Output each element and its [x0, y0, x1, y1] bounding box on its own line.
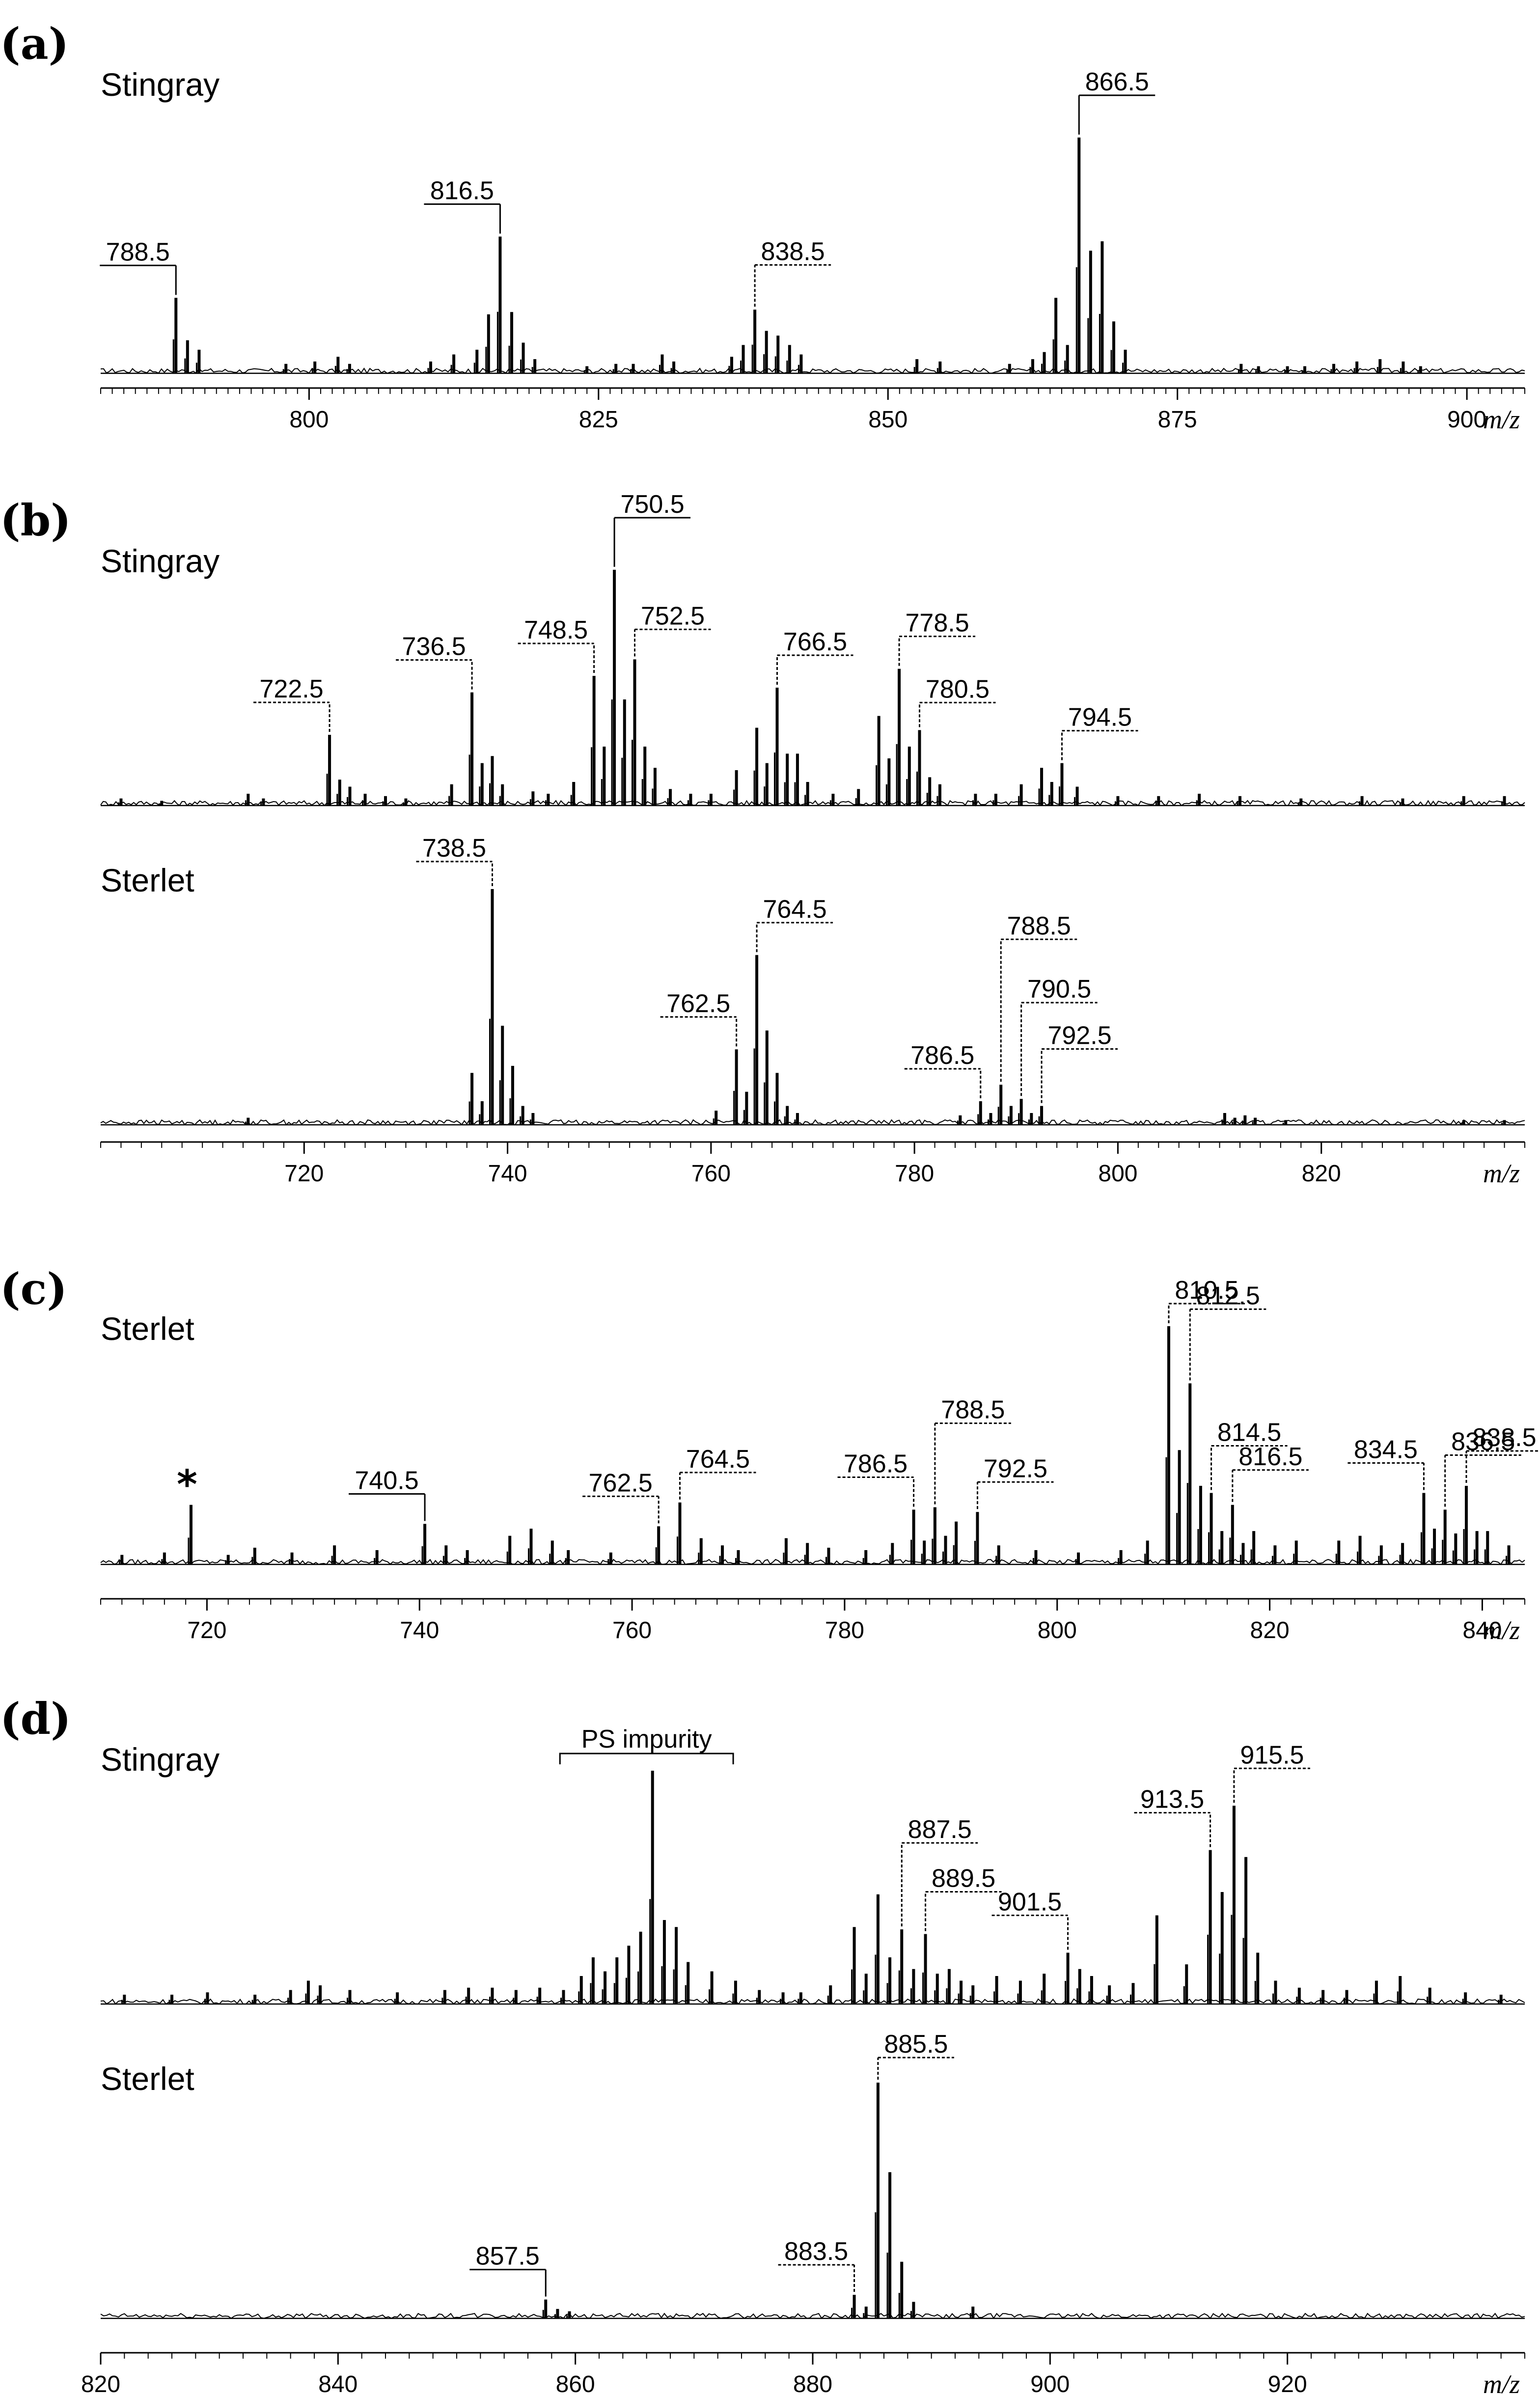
impurity-bracket — [559, 1753, 734, 1764]
x-axis-title: m/z — [1483, 1615, 1520, 1645]
tick-label: 740 — [488, 1161, 527, 1187]
peak-label: 838.5 — [1472, 1423, 1536, 1452]
tick-label: 800 — [1098, 1161, 1137, 1187]
peak-label: 834.5 — [1354, 1436, 1418, 1464]
tick-label: 860 — [556, 2371, 595, 2395]
panel-a-letter: (a) — [0, 18, 69, 69]
peak-label: 722.5 — [260, 675, 324, 703]
panel-d-stingray-label: Stingray — [101, 1741, 220, 1778]
peak-label: 750.5 — [621, 490, 685, 519]
tick-label: 760 — [612, 1617, 652, 1643]
x-axis-title: m/z — [1483, 1159, 1520, 1188]
tick-label: 720 — [187, 1617, 226, 1643]
peak-label: 764.5 — [686, 1445, 750, 1474]
panel-b-stingray-label: Stingray — [101, 543, 220, 579]
tick-label: 840 — [1462, 1617, 1502, 1643]
tick-label: 780 — [895, 1161, 934, 1187]
tick-label: 875 — [1158, 407, 1197, 433]
tick-label: 900 — [1030, 2371, 1070, 2395]
tick-label: 825 — [579, 407, 618, 433]
panel-b: (b) Stingray Sterlet 720 740 760 780 800 820 m… — [0, 490, 1525, 1188]
peak-label: 814.5 — [1217, 1419, 1281, 1447]
peak-label: 762.5 — [589, 1469, 653, 1497]
peak-label: 762.5 — [666, 989, 730, 1018]
peak-label: 788.5 — [1007, 912, 1071, 940]
peak-label: 740.5 — [355, 1467, 419, 1495]
peak-label: 792.5 — [984, 1454, 1047, 1483]
x-axis-title: m/z — [1483, 2369, 1520, 2395]
peak-label: 752.5 — [641, 602, 705, 630]
tick-label: 880 — [793, 2371, 832, 2395]
peak-label: 790.5 — [1027, 975, 1091, 1003]
peak-label: 812.5 — [1196, 1281, 1260, 1310]
peak-label: 764.5 — [763, 895, 827, 923]
peak-label: 810.5 — [1175, 1276, 1238, 1305]
tick-label: 820 — [81, 2371, 120, 2395]
peak-label: 778.5 — [906, 609, 969, 638]
peak-label: 794.5 — [1068, 703, 1132, 732]
peak-label: 901.5 — [998, 1888, 1062, 1917]
tick-label: 740 — [400, 1617, 439, 1643]
tick-label: 780 — [825, 1617, 864, 1643]
panel-a-stingray-label: Stingray — [101, 66, 220, 103]
panel-d-sterlet-label: Sterlet — [101, 2061, 194, 2097]
peak-label: 816.5 — [1238, 1443, 1302, 1471]
tick-label: 840 — [318, 2371, 358, 2395]
tick-label: 800 — [1038, 1617, 1077, 1643]
panel-d: (d) Stingray Sterlet 820 840 860 880 900 920 m… — [0, 1693, 1525, 2395]
peak-label: 887.5 — [908, 1815, 972, 1844]
peak-label: 788.5 — [941, 1396, 1005, 1424]
peak-label: 786.5 — [844, 1449, 908, 1478]
peak-label: 738.5 — [422, 834, 486, 863]
tick-label: 820 — [1250, 1617, 1290, 1643]
tick-label: 760 — [691, 1161, 731, 1187]
panel-b-sterlet-label: Sterlet — [101, 862, 194, 898]
impurity-asterisk: * — [177, 1462, 197, 1507]
tick-label: 920 — [1268, 2371, 1307, 2395]
tick-label: 720 — [284, 1161, 324, 1187]
peak-label: 866.5 — [1085, 68, 1149, 96]
peak-label: 913.5 — [1140, 1785, 1204, 1814]
panel-b-letter: (b) — [0, 495, 71, 546]
peak-label: 792.5 — [1048, 1022, 1112, 1050]
peak-label: 786.5 — [910, 1041, 974, 1070]
panel-c-sterlet-label: Sterlet — [101, 1310, 194, 1347]
peak-label: 736.5 — [402, 633, 466, 661]
x-axis-title: m/z — [1483, 405, 1520, 434]
tick-label: 900 — [1447, 407, 1486, 433]
peak-label: 766.5 — [783, 628, 847, 656]
impurity-bracket-label: PS impurity — [581, 1725, 712, 1754]
tick-label: 850 — [868, 407, 908, 433]
baseline-trace — [100, 2312, 1525, 2319]
peak-label: 857.5 — [476, 2242, 540, 2271]
peak-label: 780.5 — [926, 675, 990, 703]
panel-d-letter: (d) — [0, 1693, 71, 1744]
panel-c-letter: (c) — [0, 1263, 67, 1314]
peak-label: 885.5 — [884, 2030, 948, 2059]
tick-label: 800 — [289, 407, 329, 433]
peak-label: 883.5 — [784, 2237, 848, 2266]
peak-label: 915.5 — [1240, 1741, 1304, 1769]
peak-label: 788.5 — [106, 238, 170, 266]
baseline-trace — [100, 1119, 1525, 1126]
peak-label: 889.5 — [932, 1865, 995, 1893]
peak-label: 748.5 — [524, 616, 588, 644]
peak-label: 838.5 — [761, 237, 825, 266]
peak-label: 816.5 — [430, 177, 494, 205]
tick-label: 820 — [1302, 1161, 1341, 1187]
